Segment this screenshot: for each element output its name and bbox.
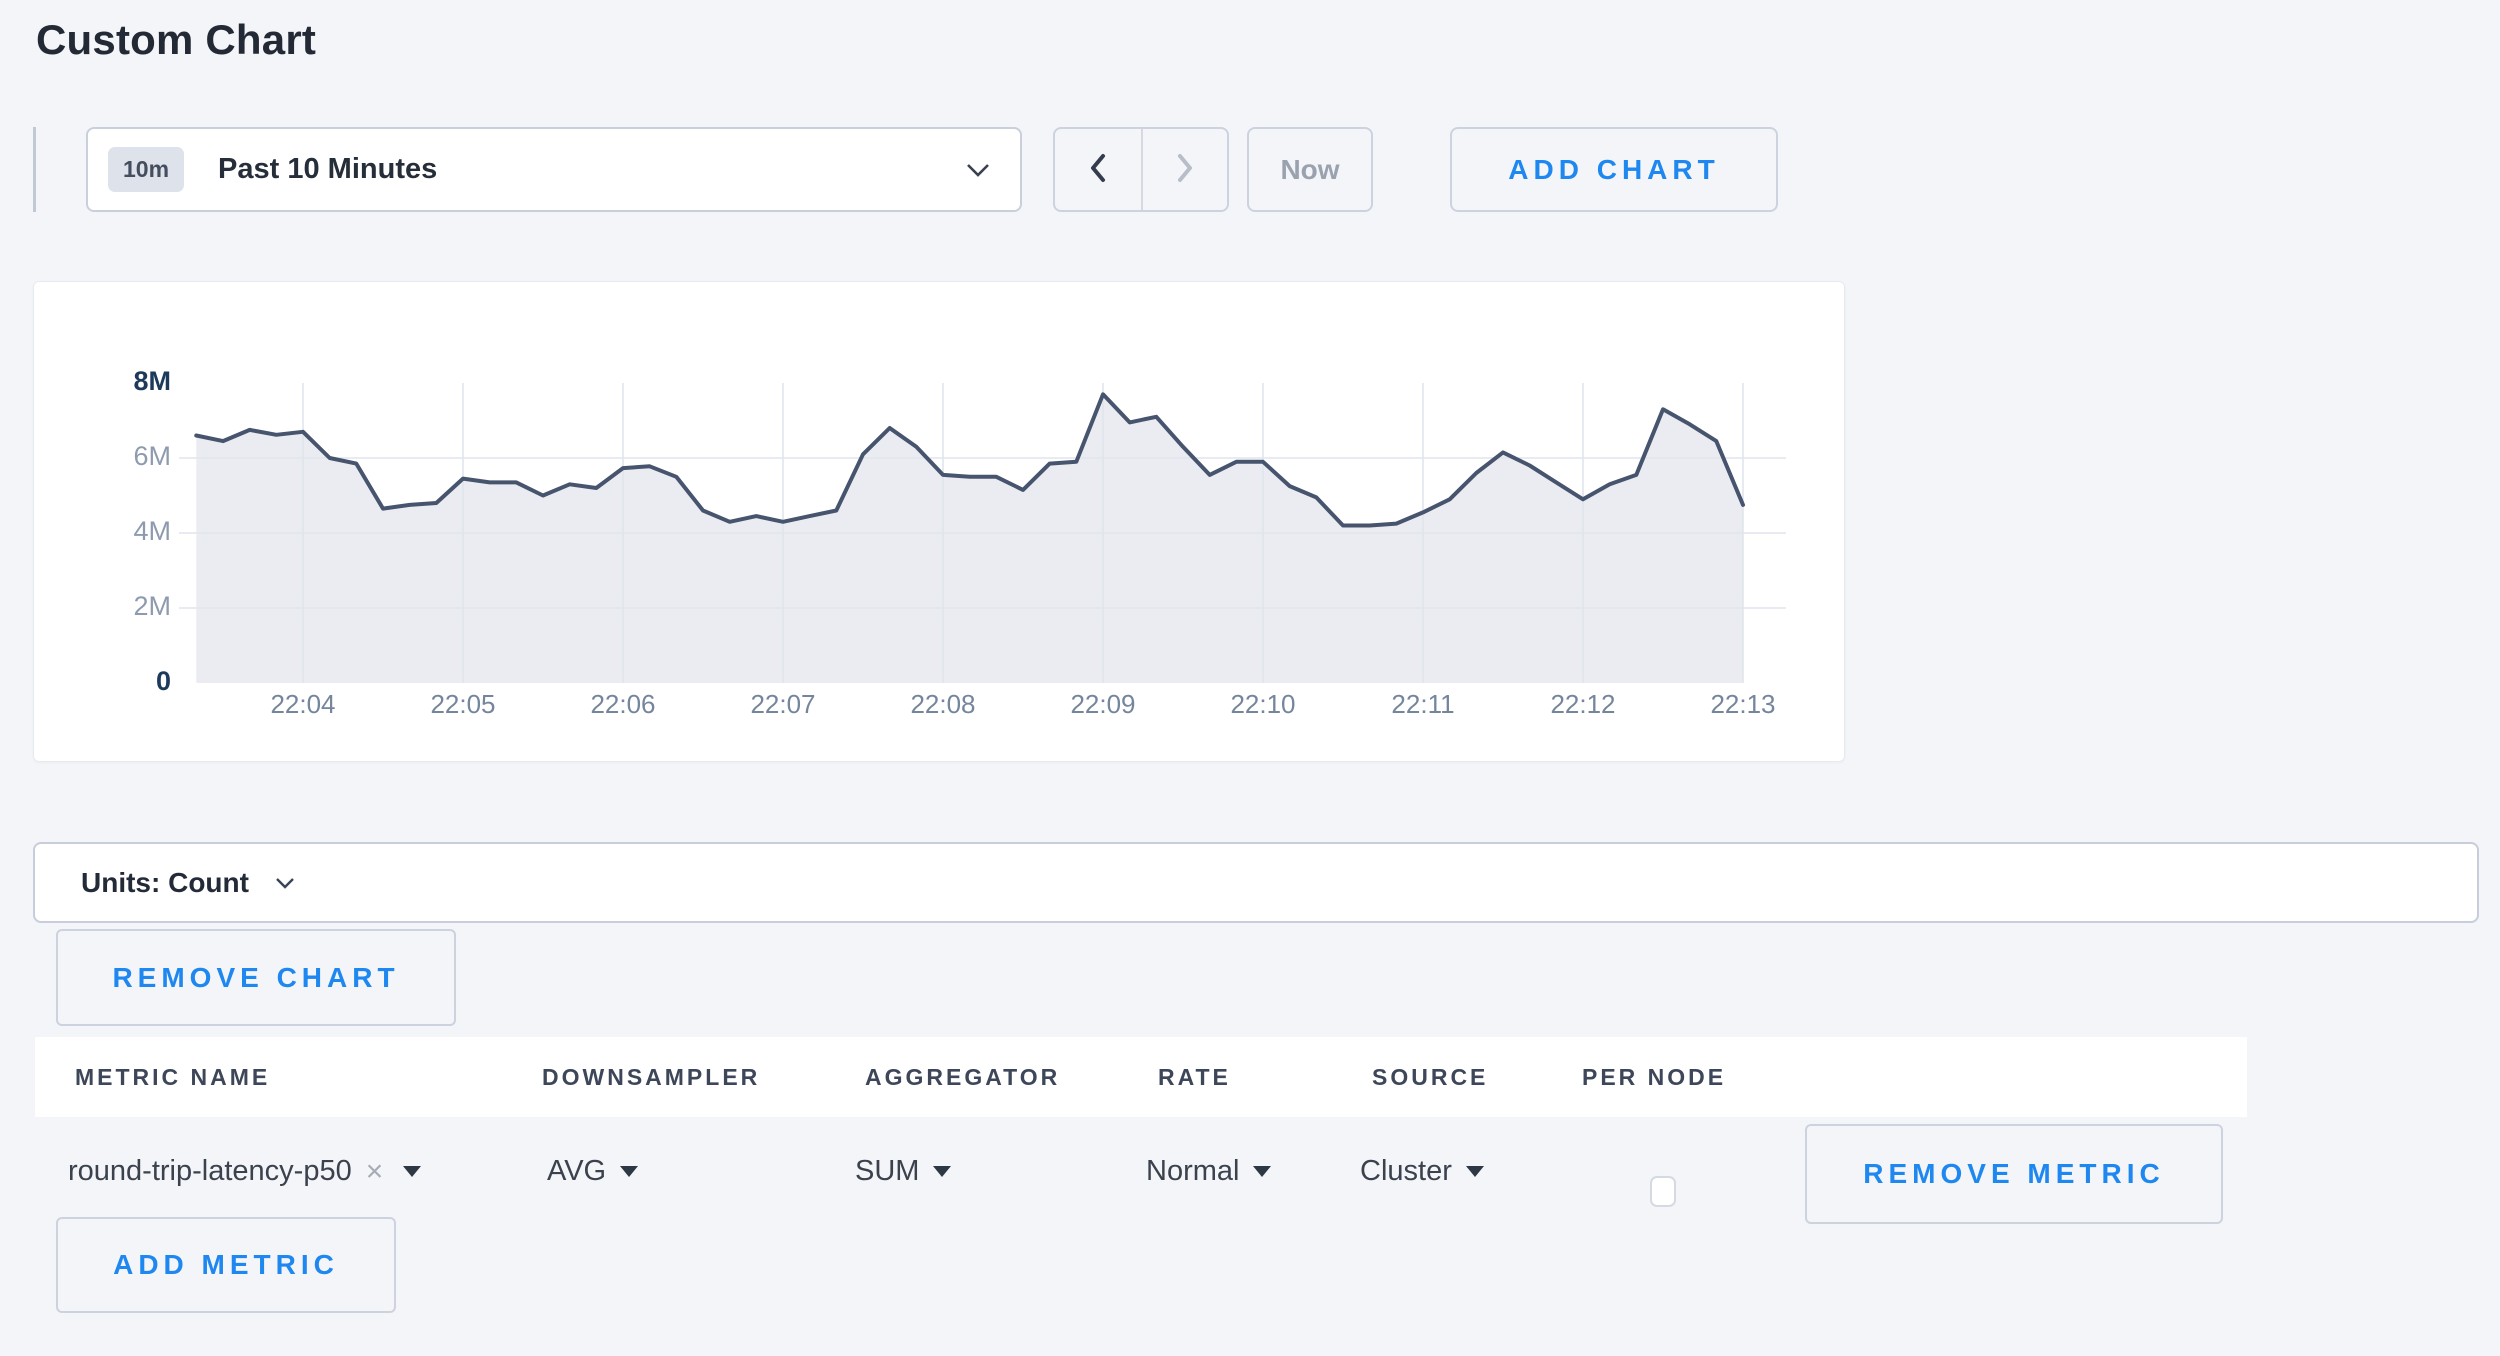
add-chart-button[interactable]: ADD CHART xyxy=(1450,127,1778,212)
time-range-label: Past 10 Minutes xyxy=(218,153,438,185)
caret-down-icon xyxy=(933,1166,952,1177)
svg-text:22:07: 22:07 xyxy=(750,689,815,719)
svg-text:2M: 2M xyxy=(133,591,171,621)
chevron-down-icon xyxy=(275,877,295,889)
svg-text:22:13: 22:13 xyxy=(1710,689,1775,719)
svg-text:8M: 8M xyxy=(133,366,171,396)
source-select[interactable]: Cluster xyxy=(1360,1118,1484,1225)
svg-text:22:05: 22:05 xyxy=(430,689,495,719)
metric-table-row: round-trip-latency-p50 × AVG SUM Normal … xyxy=(35,1118,2247,1225)
per-node-checkbox[interactable] xyxy=(1650,1176,1676,1207)
column-header-downsampler: DOWNSAMPLER xyxy=(542,1064,761,1090)
svg-text:22:09: 22:09 xyxy=(1070,689,1135,719)
caret-down-icon xyxy=(403,1166,422,1177)
chart-card: 0 2M 4M 6M 8M 22:04 22:05 22:06 22:07 22:08 22:09 2… xyxy=(33,281,1845,762)
rate-select[interactable]: Normal xyxy=(1146,1118,1272,1225)
remove-metric-button[interactable]: REMOVE METRIC xyxy=(1805,1124,2223,1224)
now-button[interactable]: Now xyxy=(1247,127,1373,212)
time-nav-group xyxy=(1053,127,1229,212)
column-header-source: SOURCE xyxy=(1372,1064,1489,1090)
caret-down-icon xyxy=(620,1166,639,1177)
toolbar-accent-bar xyxy=(33,127,36,212)
column-header-aggregator: AGGREGATOR xyxy=(865,1064,1061,1090)
units-dropdown[interactable]: Units: Count xyxy=(33,842,2479,923)
svg-text:0: 0 xyxy=(156,666,171,696)
clear-metric-icon[interactable]: × xyxy=(365,1154,384,1188)
aggregator-value: SUM xyxy=(855,1155,920,1187)
downsampler-value: AVG xyxy=(547,1155,607,1187)
units-label: Units: Count xyxy=(81,866,249,898)
metric-name-select[interactable]: round-trip-latency-p50 × xyxy=(68,1118,422,1225)
caret-down-icon xyxy=(1253,1166,1272,1177)
svg-text:22:11: 22:11 xyxy=(1391,689,1454,719)
source-value: Cluster xyxy=(1360,1155,1452,1187)
time-range-dropdown[interactable]: 10m Past 10 Minutes xyxy=(86,127,1022,212)
caret-down-icon xyxy=(1465,1166,1484,1177)
chevron-down-icon xyxy=(966,163,990,177)
chevron-left-icon xyxy=(1090,153,1106,186)
timeseries-chart: 0 2M 4M 6M 8M 22:04 22:05 22:06 22:07 22:08 22:09 2… xyxy=(34,282,1844,761)
svg-text:22:08: 22:08 xyxy=(910,689,975,719)
chevron-right-icon xyxy=(1177,153,1193,186)
add-metric-button[interactable]: ADD METRIC xyxy=(56,1217,396,1313)
page-title: Custom Chart xyxy=(36,16,317,63)
column-header-metric-name: METRIC NAME xyxy=(75,1064,271,1090)
svg-text:4M: 4M xyxy=(133,516,171,546)
svg-text:6M: 6M xyxy=(133,441,171,471)
svg-text:22:12: 22:12 xyxy=(1550,689,1615,719)
time-forward-button[interactable] xyxy=(1141,129,1227,210)
downsampler-select[interactable]: AVG xyxy=(547,1118,639,1225)
toolbar: 10m Past 10 Minutes Now ADD CHART xyxy=(33,127,1778,212)
metrics-table-header: METRIC NAME DOWNSAMPLER AGGREGATOR RATE … xyxy=(35,1037,2247,1117)
column-header-per-node: PER NODE xyxy=(1582,1064,1727,1090)
rate-value: Normal xyxy=(1146,1155,1240,1187)
svg-text:22:10: 22:10 xyxy=(1230,689,1295,719)
time-back-button[interactable] xyxy=(1055,129,1141,210)
svg-text:22:06: 22:06 xyxy=(590,689,655,719)
metric-name-value: round-trip-latency-p50 xyxy=(68,1155,352,1187)
svg-text:22:04: 22:04 xyxy=(270,689,335,719)
time-range-badge: 10m xyxy=(108,147,185,192)
remove-chart-button[interactable]: REMOVE CHART xyxy=(56,929,456,1026)
column-header-rate: RATE xyxy=(1158,1064,1231,1090)
aggregator-select[interactable]: SUM xyxy=(855,1118,952,1225)
